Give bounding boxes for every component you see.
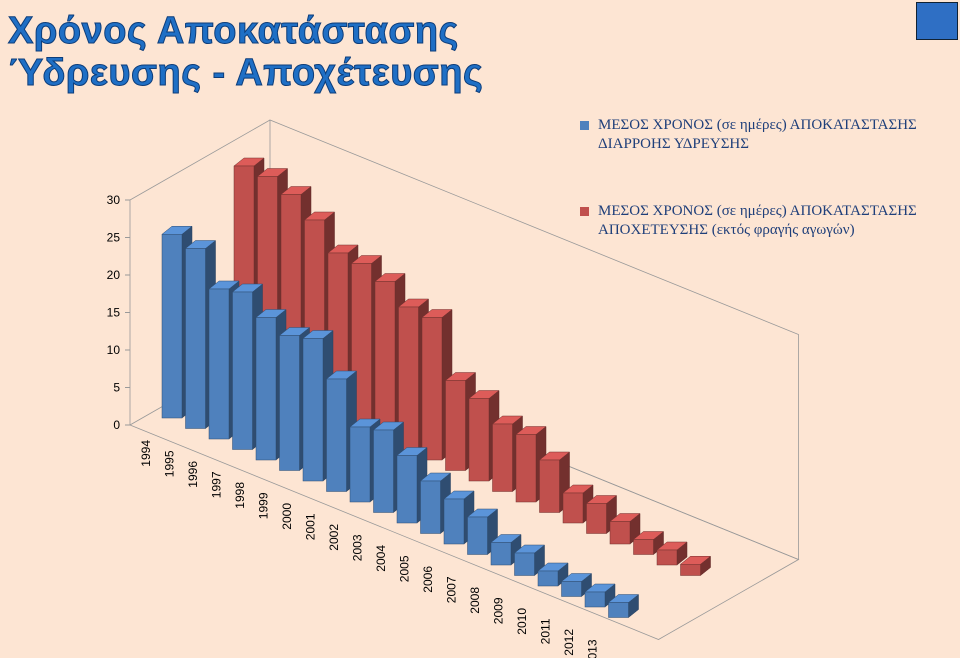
bar bbox=[609, 521, 631, 545]
y-tick-label: 10 bbox=[107, 343, 121, 357]
bar bbox=[586, 503, 607, 534]
bar bbox=[608, 602, 629, 618]
legend-label: ΜΕΣΟΣ ΧΡΟΝΟΣ (σε ημέρες) ΑΠΟΚΑΤΑΣΤΑΣΗΣ Α… bbox=[598, 203, 917, 238]
x-tick-label: 2005 bbox=[398, 555, 412, 582]
bar bbox=[279, 335, 300, 471]
x-tick-label: 1997 bbox=[210, 471, 224, 498]
x-tick-label: 1994 bbox=[139, 440, 153, 467]
bar bbox=[232, 291, 253, 450]
bar bbox=[443, 498, 465, 545]
bar bbox=[185, 248, 206, 429]
legend-entry: ΜΕΣΟΣ ΧΡΟΝΟΣ (σε ημέρες) ΑΠΟΚΑΤΑΣΤΑΣΗΣ Δ… bbox=[580, 116, 952, 154]
bar bbox=[584, 591, 606, 608]
bar bbox=[680, 564, 701, 576]
x-tick-label: 2003 bbox=[351, 534, 365, 561]
x-tick-label: 2011 bbox=[539, 618, 553, 644]
bar bbox=[349, 426, 371, 503]
x-tick-label: 2000 bbox=[280, 503, 294, 530]
bar bbox=[490, 542, 512, 566]
x-tick-label: 2004 bbox=[374, 545, 388, 572]
y-tick-label: 20 bbox=[107, 268, 121, 282]
bar bbox=[373, 429, 394, 513]
x-tick-label: 2010 bbox=[515, 608, 529, 635]
x-tick-label: 2007 bbox=[445, 576, 459, 603]
bar bbox=[492, 423, 513, 492]
bar bbox=[374, 281, 396, 440]
legend-swatch bbox=[580, 121, 589, 130]
y-tick-label: 25 bbox=[107, 231, 121, 245]
bar bbox=[537, 570, 559, 587]
bar bbox=[515, 434, 537, 503]
x-tick-label: 2008 bbox=[468, 587, 482, 614]
bar bbox=[633, 539, 654, 555]
x-tick-label: 2013 bbox=[586, 639, 600, 658]
decoration bbox=[916, 2, 958, 40]
bar bbox=[161, 234, 183, 419]
y-tick-label: 15 bbox=[107, 306, 121, 320]
y-tick-label: 5 bbox=[113, 381, 120, 395]
bar bbox=[326, 378, 347, 492]
bar bbox=[561, 581, 582, 597]
legend-entry: ΜΕΣΟΣ ΧΡΟΝΟΣ (σε ημέρες) ΑΠΟΚΑΤΑΣΤΑΣΗΣ Α… bbox=[580, 202, 952, 240]
x-tick-label: 2001 bbox=[304, 513, 318, 540]
x-tick-label: 1995 bbox=[163, 450, 177, 477]
chart-title: Χρόνος Αποκατάστασης Ύδρευσης - Αποχέτευ… bbox=[8, 10, 484, 95]
bar bbox=[514, 552, 535, 576]
x-tick-label: 1996 bbox=[186, 461, 200, 488]
x-tick-label: 2006 bbox=[421, 566, 435, 593]
x-tick-label: 2009 bbox=[492, 597, 506, 624]
x-tick-label: 1998 bbox=[233, 482, 247, 509]
bar bbox=[656, 549, 678, 566]
side-wall bbox=[129, 119, 271, 201]
bar bbox=[445, 380, 466, 471]
bar bbox=[467, 516, 488, 555]
bar bbox=[468, 398, 490, 482]
y-tick-label: 0 bbox=[113, 418, 120, 432]
bar bbox=[420, 480, 441, 534]
x-tick-label: 1999 bbox=[257, 492, 271, 519]
bar bbox=[302, 338, 324, 482]
bar bbox=[208, 288, 230, 440]
y-tick-label: 30 bbox=[107, 193, 121, 207]
legend-label: ΜΕΣΟΣ ΧΡΟΝΟΣ (σε ημέρες) ΑΠΟΚΑΤΑΣΤΑΣΗΣ Δ… bbox=[598, 117, 917, 152]
x-tick-label: 2012 bbox=[562, 629, 576, 656]
bar bbox=[255, 317, 277, 461]
bar bbox=[562, 492, 584, 524]
bar bbox=[396, 455, 418, 524]
legend-swatch bbox=[580, 207, 589, 216]
bar bbox=[539, 459, 560, 513]
x-tick-label: 2002 bbox=[327, 524, 341, 551]
bar bbox=[421, 317, 443, 461]
